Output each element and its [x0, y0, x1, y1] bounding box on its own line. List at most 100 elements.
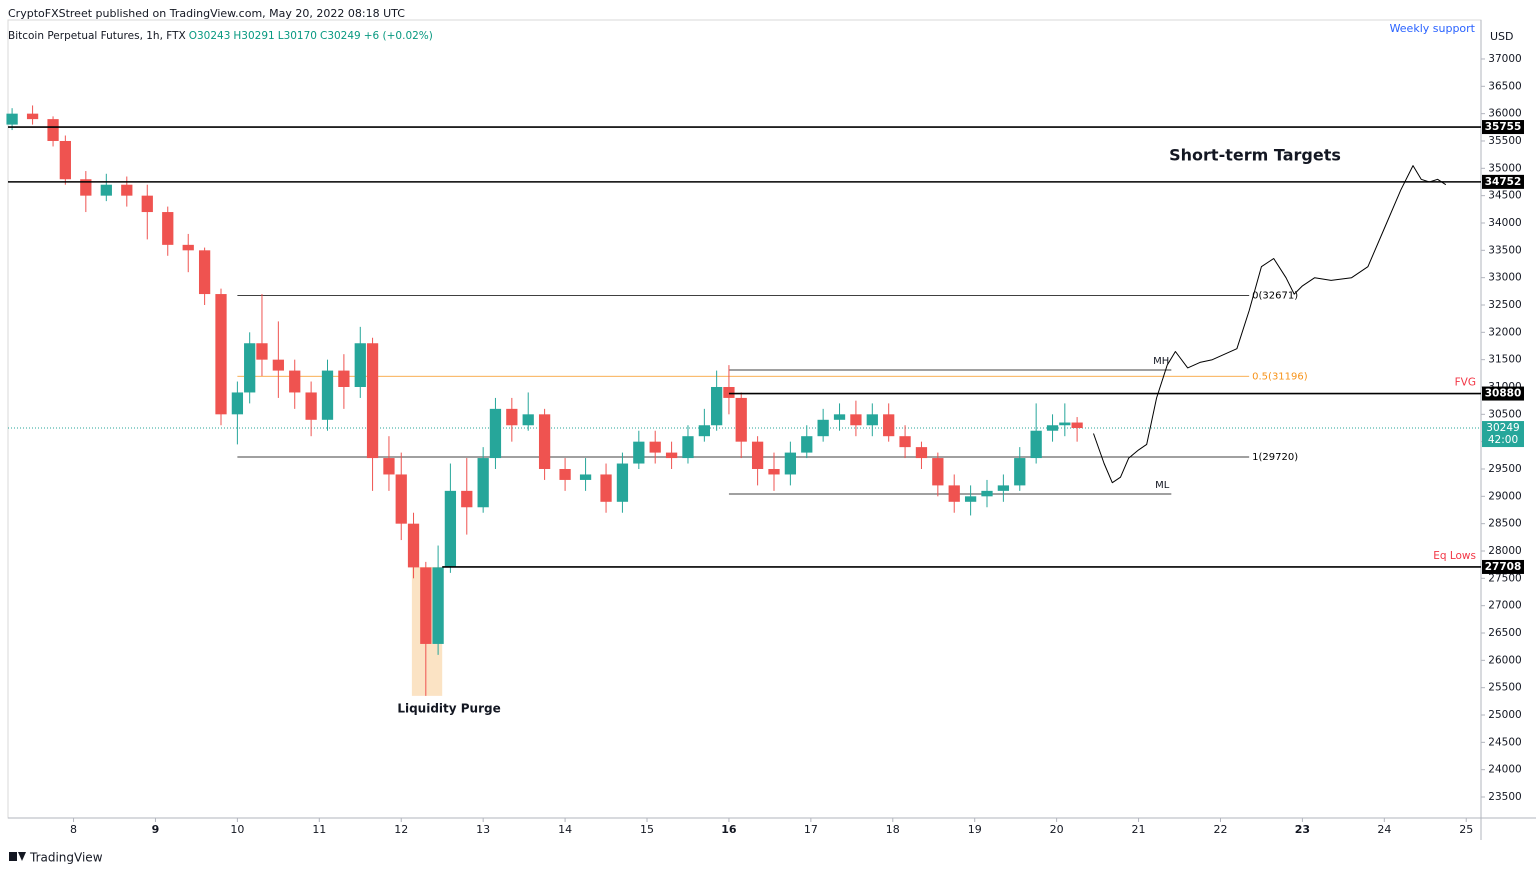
- level-label: Eq Lows: [1433, 550, 1476, 562]
- projection-path: [1093, 165, 1447, 484]
- candle-body: [26, 113, 39, 120]
- candle-body: [768, 468, 780, 475]
- candle-body: [506, 408, 518, 426]
- candle-body: [981, 490, 993, 497]
- candle-body: [100, 184, 112, 196]
- candle-body: [338, 370, 350, 387]
- candle-body: [444, 490, 457, 568]
- candle-body: [801, 436, 813, 453]
- x-tick-label: 19: [968, 823, 982, 836]
- candle-body: [1030, 430, 1042, 459]
- x-tick-label: 13: [476, 823, 490, 836]
- candle-body: [649, 441, 661, 453]
- candle-body: [215, 294, 227, 415]
- y-tick-label: 28000: [1488, 545, 1521, 557]
- candle-body: [723, 386, 735, 398]
- candle-body: [6, 113, 18, 125]
- x-tick-label: 16: [721, 823, 737, 836]
- x-tick-label: 23: [1295, 823, 1310, 836]
- countdown-label: 42:00: [1488, 434, 1518, 446]
- candle-body: [735, 397, 747, 442]
- y-tick-label: 25500: [1488, 682, 1521, 694]
- candle-body: [321, 370, 334, 420]
- candle-body: [432, 567, 444, 644]
- candle-body: [899, 436, 911, 448]
- y-tick-label: 37000: [1488, 53, 1521, 65]
- candle-body: [141, 195, 153, 213]
- level-value: 30880: [1485, 388, 1522, 400]
- candle-body: [256, 343, 268, 360]
- candle-body: [289, 370, 301, 393]
- candle-body: [538, 414, 551, 469]
- candle-body: [162, 212, 174, 245]
- fib-label: 0.5(31196): [1252, 371, 1308, 382]
- y-tick-label: 27500: [1488, 572, 1521, 584]
- range-label: MH: [1153, 356, 1169, 367]
- y-tick-label: 35000: [1488, 162, 1521, 174]
- y-tick-label: 29000: [1488, 490, 1521, 502]
- candle-body: [383, 458, 395, 475]
- x-tick-label: 8: [70, 823, 77, 836]
- y-tick-label: 32000: [1488, 326, 1521, 338]
- current-price-label: 30249: [1486, 422, 1519, 434]
- ohlc-value: C30249: [319, 30, 361, 42]
- projection-title: Short-term Targets: [1169, 146, 1341, 165]
- candle-body: [1071, 422, 1083, 429]
- level-label: FVG: [1455, 377, 1476, 389]
- footer-brand: TradingView: [29, 851, 103, 865]
- candle-body: [600, 474, 612, 502]
- candle-body: [420, 567, 432, 644]
- candle-body: [698, 425, 710, 437]
- annotation: Weekly support: [1390, 22, 1476, 35]
- ohlc-value: O30243: [188, 30, 231, 42]
- candle-body: [244, 343, 256, 393]
- candle-body: [80, 179, 92, 196]
- level-value: 34752: [1485, 176, 1522, 188]
- y-tick-label: 32500: [1488, 299, 1521, 311]
- candle-body: [751, 441, 764, 469]
- candle-body: [633, 441, 645, 464]
- candle-body: [665, 452, 678, 459]
- candle-body: [198, 250, 211, 295]
- x-tick-label: 24: [1377, 823, 1391, 836]
- zone-label: Liquidity Purge: [397, 701, 500, 715]
- candle-body: [1059, 422, 1071, 426]
- candle-body: [1046, 425, 1059, 431]
- candle-body: [522, 414, 534, 426]
- y-tick-label: 30500: [1488, 408, 1521, 420]
- candle-body: [407, 523, 420, 568]
- candle-body: [395, 474, 407, 524]
- x-tick-label: 17: [804, 823, 818, 836]
- x-tick-label: 20: [1050, 823, 1064, 836]
- x-tick-label: 11: [312, 823, 326, 836]
- x-tick-label: 21: [1132, 823, 1146, 836]
- fib-label: 0(32671): [1252, 291, 1298, 302]
- candle-body: [182, 244, 194, 251]
- symbol-line: Bitcoin Perpetual Futures, 1h, FTX O30243…: [8, 30, 436, 42]
- axis-unit: USD: [1490, 30, 1514, 43]
- candle-body: [964, 496, 977, 502]
- x-tick-label: 10: [230, 823, 244, 836]
- candle-body: [559, 468, 571, 480]
- candle-body: [47, 119, 59, 141]
- candle-body: [833, 414, 846, 420]
- candle-body: [817, 419, 829, 437]
- candle-body: [883, 414, 895, 437]
- candle-body: [121, 184, 133, 196]
- candle-body: [354, 343, 366, 387]
- candle-body: [711, 386, 723, 426]
- symbol: Bitcoin Perpetual Futures, 1h, FTX: [8, 30, 186, 42]
- y-tick-label: 29500: [1488, 463, 1521, 475]
- candle-body: [272, 359, 284, 371]
- x-tick-label: 25: [1459, 823, 1473, 836]
- y-tick-label: 34500: [1488, 190, 1521, 202]
- level-value: 27708: [1485, 561, 1522, 573]
- footer-logo: [9, 852, 26, 861]
- level-value: 35755: [1485, 121, 1522, 133]
- candle-body: [305, 392, 317, 420]
- level-box: [1482, 559, 1524, 574]
- candle-body: [850, 414, 862, 426]
- candle-body: [682, 436, 694, 459]
- y-tick-label: 26500: [1488, 627, 1521, 639]
- y-tick-label: 34000: [1488, 217, 1521, 229]
